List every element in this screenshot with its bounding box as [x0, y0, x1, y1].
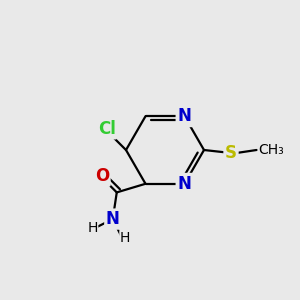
- Text: CH₃: CH₃: [258, 143, 284, 157]
- Text: O: O: [95, 167, 109, 185]
- Text: H: H: [87, 221, 98, 236]
- Text: Cl: Cl: [98, 120, 116, 138]
- Text: N: N: [178, 175, 191, 193]
- Text: S: S: [225, 144, 237, 162]
- Text: H: H: [120, 231, 130, 245]
- Text: N: N: [178, 107, 191, 125]
- Text: N: N: [106, 210, 120, 228]
